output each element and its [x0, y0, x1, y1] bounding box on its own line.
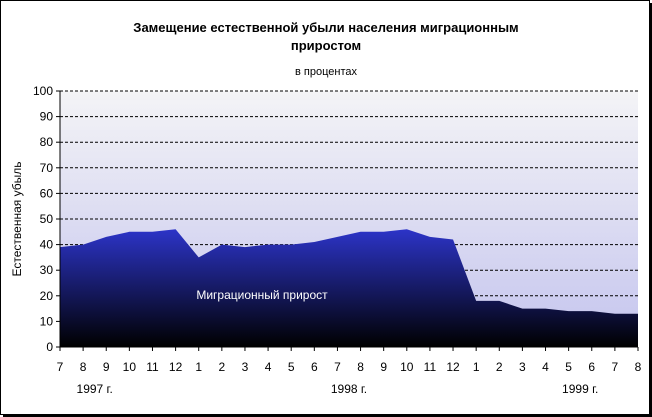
year-label: 1998 г.: [331, 382, 367, 396]
x-tick-label: 6: [311, 360, 318, 374]
y-tick-label: 50: [40, 212, 54, 226]
area-annotation: Миграционный прирост: [196, 288, 328, 302]
x-tick-label: 8: [80, 360, 87, 374]
x-tick-label: 2: [218, 360, 225, 374]
y-tick-label: 80: [40, 135, 54, 149]
y-tick-label: 90: [40, 110, 54, 124]
x-tick-label: 9: [103, 360, 110, 374]
x-tick-label: 12: [169, 360, 183, 374]
x-tick-label: 5: [288, 360, 295, 374]
chart-subtitle: в процентах: [295, 66, 357, 78]
chart-title-line1: Замещение естественной убыли населения м…: [133, 20, 518, 35]
x-tick-label: 5: [565, 360, 572, 374]
x-tick-label: 7: [57, 360, 64, 374]
x-tick-label: 8: [635, 360, 642, 374]
year-label: 1997 г.: [77, 382, 113, 396]
x-tick-label: 9: [380, 360, 387, 374]
x-tick-label: 8: [357, 360, 364, 374]
x-tick-label: 7: [334, 360, 341, 374]
x-tick-label: 1: [473, 360, 480, 374]
x-tick-label: 10: [123, 360, 137, 374]
y-tick-label: 60: [40, 186, 54, 200]
x-tick-label: 11: [146, 360, 159, 374]
x-tick-label: 1: [195, 360, 202, 374]
x-tick-label: 6: [588, 360, 595, 374]
year-label: 1999 г.: [562, 382, 598, 396]
y-tick-label: 40: [40, 238, 54, 252]
y-tick-label: 100: [33, 84, 53, 98]
x-tick-label: 4: [265, 360, 272, 374]
series-area: [60, 229, 638, 347]
x-tick-label: 2: [496, 360, 503, 374]
y-tick-label: 20: [40, 289, 54, 303]
y-tick-label: 10: [40, 314, 54, 328]
y-axis-title: Естественная убыль: [10, 162, 24, 277]
x-tick-label: 7: [612, 360, 619, 374]
x-tick-label: 3: [242, 360, 249, 374]
y-tick-label: 30: [40, 263, 54, 277]
x-tick-label: 12: [446, 360, 460, 374]
x-tick-label: 3: [519, 360, 526, 374]
y-tick-label: 0: [46, 340, 53, 354]
year-labels: 1997 г. 1998 г. 1999 г.: [77, 382, 599, 396]
x-axis-ticks: 7 8 9 10 11 12 1 2 3 4 5 6 7 8 9 10 11 12 1 2 3 4 5 6 7 8: [57, 347, 642, 374]
x-tick-label: 4: [542, 360, 549, 374]
x-tick-label: 10: [400, 360, 414, 374]
chart-title-line2: приростом: [291, 38, 361, 53]
y-axis-ticks: 0 10 20 30 40 50 60 70 80 90 100: [33, 84, 60, 354]
y-tick-label: 70: [40, 161, 54, 175]
x-tick-label: 11: [424, 360, 437, 374]
